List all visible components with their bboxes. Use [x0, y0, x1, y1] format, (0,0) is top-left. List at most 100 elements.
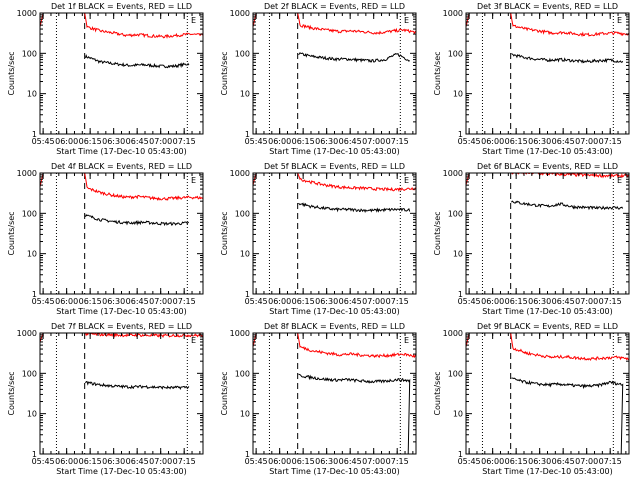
x-tick-label: 06:15: [292, 297, 315, 306]
y-tick-label: 10: [453, 90, 463, 99]
x-tick-label: 06:30: [528, 457, 551, 466]
x-axis-label: Start Time (17-Dec-10 05:43:00): [269, 147, 400, 156]
y-axis-label: Counts/sec: [7, 371, 16, 415]
y-tick-label: 10: [240, 410, 250, 419]
y-tick-label: 1: [245, 130, 250, 139]
series-group: [466, 333, 629, 454]
series-line-events: [85, 53, 190, 69]
y-tick-label: 1000: [230, 9, 250, 18]
corner-label: E: [404, 336, 409, 345]
x-tick-label: 06:45: [552, 457, 575, 466]
y-axis-label: Counts/sec: [433, 211, 442, 255]
plot-frame: [465, 332, 630, 455]
y-tick-label: 100: [22, 369, 37, 378]
chart-panel-1: Det 1f BLACK = Events, RED = LLD 1 10 100 10…: [7, 2, 204, 156]
series-line-events: [298, 373, 411, 454]
y-tick-label: 1: [245, 290, 250, 299]
y-tick-label: 1000: [443, 329, 463, 338]
chart-title: Det 8f BLACK = Events, RED = LLD: [264, 322, 405, 331]
plot-frame: [252, 332, 417, 455]
x-tick-label: 07:00: [149, 457, 172, 466]
y-tick-label: 100: [448, 49, 463, 58]
x-tick-label: 07:00: [362, 457, 385, 466]
y-tick-label: 10: [240, 90, 250, 99]
chart-panel-9: Det 9f BLACK = Events, RED = LLD 1 10 100 10…: [433, 322, 630, 476]
y-axis-label: Counts/sec: [220, 51, 229, 95]
x-tick-label: 06:00: [481, 137, 504, 146]
x-tick-label: 06:45: [126, 457, 149, 466]
series-line-lld: [40, 13, 203, 39]
x-tick-label: 06:00: [481, 457, 504, 466]
series-group: [40, 173, 203, 227]
corner-label: E: [191, 336, 196, 345]
x-axis-label: Start Time (17-Dec-10 05:43:00): [269, 467, 400, 476]
series-line-lld: [40, 173, 203, 201]
x-tick-label: 06:45: [339, 297, 362, 306]
x-tick-label: 07:15: [599, 137, 622, 146]
series-line-lld: [466, 333, 629, 361]
x-tick-label: 06:15: [505, 457, 528, 466]
x-tick-label: 06:00: [55, 457, 78, 466]
corner-label: E: [404, 16, 409, 25]
series-group: [253, 173, 416, 213]
y-tick-label: 1: [458, 290, 463, 299]
x-tick-label: 06:00: [481, 297, 504, 306]
x-tick-label: 06:15: [505, 297, 528, 306]
x-tick-label: 06:30: [315, 297, 338, 306]
y-axis-label: Counts/sec: [7, 51, 16, 95]
plot-frame: [39, 172, 204, 295]
plot-frame: [465, 172, 630, 295]
x-tick-label: 07:15: [386, 457, 409, 466]
y-tick-label: 1: [458, 450, 463, 459]
x-tick-label: 07:00: [575, 457, 598, 466]
x-axis-label: Start Time (17-Dec-10 05:43:00): [56, 307, 187, 316]
series-group: [253, 333, 416, 454]
x-tick-label: 06:30: [528, 137, 551, 146]
corner-label: E: [617, 336, 622, 345]
x-tick-label: 07:00: [362, 297, 385, 306]
y-tick-label: 1000: [443, 9, 463, 18]
x-tick-label: 05:45: [458, 297, 481, 306]
y-tick-label: 100: [448, 369, 463, 378]
corner-label: E: [191, 176, 196, 185]
series-line-lld: [253, 13, 416, 35]
chart-title: Det 5f BLACK = Events, RED = LLD: [264, 162, 405, 171]
x-tick-label: 05:45: [458, 457, 481, 466]
x-tick-label: 06:30: [315, 137, 338, 146]
chart-title: Det 2f BLACK = Events, RED = LLD: [264, 2, 405, 11]
series-line-events: [85, 380, 190, 391]
y-axis-label: Counts/sec: [7, 211, 16, 255]
series-group: [40, 13, 203, 69]
x-tick-label: 06:45: [339, 457, 362, 466]
x-tick-label: 06:30: [102, 137, 125, 146]
x-axis-label: Start Time (17-Dec-10 05:43:00): [482, 307, 613, 316]
x-tick-label: 06:15: [505, 137, 528, 146]
x-tick-label: 06:30: [315, 457, 338, 466]
y-tick-label: 10: [27, 250, 37, 259]
y-axis-label: Counts/sec: [220, 371, 229, 415]
y-tick-label: 1: [32, 290, 37, 299]
y-axis-label: Counts/sec: [220, 211, 229, 255]
x-tick-label: 06:45: [552, 137, 575, 146]
y-tick-label: 10: [240, 250, 250, 259]
x-tick-label: 05:45: [245, 137, 268, 146]
chart-panel-5: Det 5f BLACK = Events, RED = LLD 1 10 100 10…: [220, 162, 417, 316]
corner-label: E: [617, 16, 622, 25]
y-tick-label: 1000: [230, 169, 250, 178]
series-line-events: [298, 52, 411, 63]
x-axis-label: Start Time (17-Dec-10 05:43:00): [56, 147, 187, 156]
x-tick-label: 07:15: [599, 297, 622, 306]
y-tick-label: 10: [453, 410, 463, 419]
x-tick-label: 06:45: [552, 297, 575, 306]
series-line-lld: [466, 13, 629, 38]
x-tick-label: 05:45: [32, 137, 55, 146]
x-tick-label: 07:15: [386, 297, 409, 306]
x-tick-label: 07:15: [173, 457, 196, 466]
chart-title: Det 1f BLACK = Events, RED = LLD: [51, 2, 192, 11]
series-group: [253, 13, 416, 63]
y-tick-label: 100: [235, 369, 250, 378]
y-tick-label: 100: [235, 49, 250, 58]
series-group: [466, 13, 629, 64]
x-tick-label: 07:00: [149, 137, 172, 146]
x-axis-label: Start Time (17-Dec-10 05:43:00): [482, 147, 613, 156]
